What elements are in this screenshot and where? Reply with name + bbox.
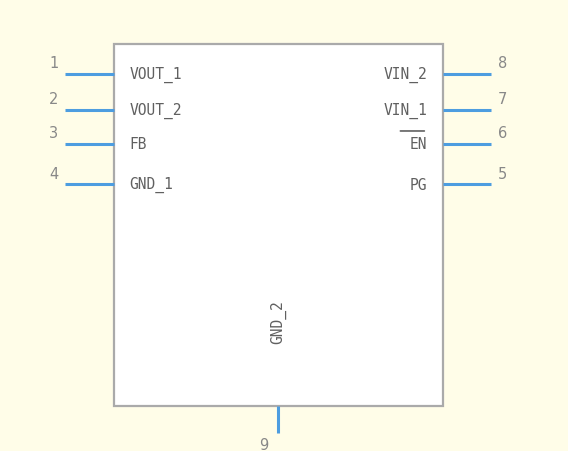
Text: PG: PG: [410, 177, 427, 193]
Text: 9: 9: [259, 437, 268, 451]
Text: 3: 3: [49, 126, 59, 141]
Text: EN: EN: [410, 137, 427, 152]
Text: VOUT_2: VOUT_2: [130, 102, 182, 119]
Text: VIN_2: VIN_2: [383, 66, 427, 83]
Text: 2: 2: [49, 92, 59, 107]
Text: 1: 1: [49, 56, 59, 71]
Text: 7: 7: [498, 92, 508, 107]
Text: 5: 5: [498, 166, 507, 181]
Text: 4: 4: [49, 166, 59, 181]
Text: 8: 8: [498, 56, 507, 71]
Text: 6: 6: [498, 126, 507, 141]
Text: VOUT_1: VOUT_1: [130, 66, 182, 83]
Text: FB: FB: [130, 137, 147, 152]
Text: GND_2: GND_2: [270, 299, 286, 343]
Text: GND_1: GND_1: [130, 177, 173, 193]
Bar: [114, 45, 443, 406]
Text: VIN_1: VIN_1: [383, 102, 427, 119]
